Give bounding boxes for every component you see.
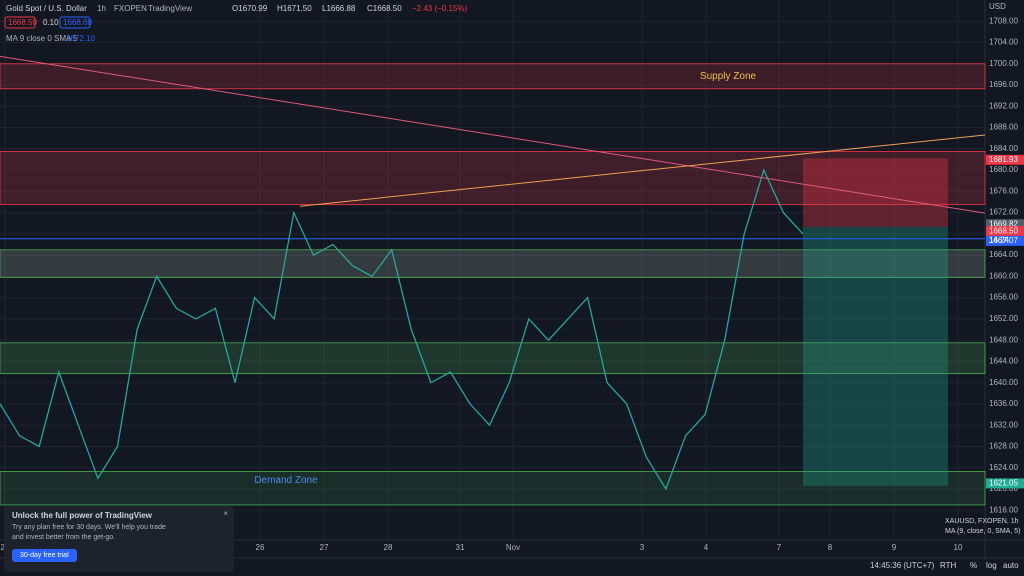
ohlc: −2.43 (−0.15%) [412,4,467,13]
price-label-bg [986,154,1024,165]
footer-item: auto [1003,561,1019,570]
zone [0,151,986,206]
quote-box [4,16,36,29]
ohlc: L1666.88 [322,4,356,13]
price-label-bg [986,235,1024,246]
y-tick-label: 1656.00 [989,293,1018,302]
y-tick-label: 1664.00 [989,250,1018,259]
y-tick-label: 1624.00 [989,463,1018,472]
price-label: 1681.93 [989,155,1018,164]
price-label: 1621.05 [989,479,1018,488]
footer-item: 14:45:36 (UTC+7) [870,561,935,570]
zone [0,249,986,278]
y-tick-label: 1616.00 [989,505,1018,514]
price-line [0,168,804,491]
quote-box [59,16,91,29]
quote: 1668.50 [8,18,37,27]
trendline [299,134,986,207]
x-tick-label: 7 [777,543,782,552]
zone [0,63,986,90]
price-label: 1668.50 [989,226,1018,235]
promo-body: Try any plan free for 30 days. We'll hel… [12,524,166,541]
y-tick-label: 1704.00 [989,38,1018,47]
promo-title: Unlock the full power of TradingView [12,511,152,520]
ohlc: O1670.99 [232,4,268,13]
y-tick-label: 1692.00 [989,101,1018,110]
y-tick-label: 1620.00 [989,484,1018,493]
interval: 1h [97,4,106,13]
x-tick-label: Nov [506,543,520,552]
y-tick-label: 1680.00 [989,165,1018,174]
y-tick-label: 1628.00 [989,442,1018,451]
symbol: Gold Spot / U.S. Dollar [6,4,87,13]
footer-item: % [970,561,977,570]
x-tick-label: 31 [456,543,465,552]
x-tick-label: 27 [320,543,329,552]
x-tick-label: 4 [704,543,709,552]
price-label-bg [986,226,1024,237]
x-tick-label: 10 [954,543,963,552]
zone [0,471,986,506]
y-tick-label: 1644.00 [989,357,1018,366]
quote: 1668.60 [63,18,92,27]
promo-button[interactable]: 30-day free trial [12,549,77,562]
target-area [803,226,948,486]
zone-label: Supply Zone [700,71,757,82]
y-tick-label: 1640.00 [989,378,1018,387]
x-tick-label: 26 [256,543,265,552]
y-tick-label: 1700.00 [989,59,1018,68]
y-tick-label: 1648.00 [989,335,1018,344]
y-tick-label: 1708.00 [989,16,1018,25]
stop-area [803,158,948,227]
legend-text: XAUUSD, FXOPEN, 1h [945,518,1019,525]
source: TradingView [148,4,192,13]
zone [0,342,986,375]
x-tick-label: 3 [640,543,645,552]
promo: Unlock the full power of TradingView Try… [4,506,234,572]
y-tick-label: 1696.00 [989,80,1018,89]
ohlc: C1668.50 [367,4,402,13]
currency: USD [989,2,1006,11]
trendline [0,55,986,214]
y-tick-label: 1676.00 [989,186,1018,195]
x-tick-label: 8 [828,543,833,552]
y-tick-label: 1672.00 [989,208,1018,217]
y-tick-label: 1688.00 [989,123,1018,132]
ohlc: H1671.50 [277,4,312,13]
indicator: MA 9 close 0 SMA 5 [6,34,78,43]
countdown: 14:24 [989,235,1010,244]
price-axis [985,0,1024,540]
x-tick-label: 28 [384,543,393,552]
y-tick-label: 1632.00 [989,420,1018,429]
zone-label: Demand Zone [254,475,318,486]
footer-item: log [986,561,997,570]
quote: 0.10 [43,18,59,27]
exchange: FXOPEN [114,4,147,13]
price-label-bg [986,478,1024,489]
indicator-value: 1672.10 [66,34,95,43]
y-tick-label: 1684.00 [989,144,1018,153]
price-label-bg [986,219,1024,230]
footer-item: RTH [940,561,957,570]
x-tick-label: 9 [892,543,897,552]
price-label: 1669.82 [989,219,1018,228]
legend-text: MA (9, close, 0, SMA, 5) [945,528,1020,535]
price-label: 1667.07 [989,236,1018,245]
y-tick-label: 1636.00 [989,399,1018,408]
y-tick-label: 1652.00 [989,314,1018,323]
close-button[interactable]: × [223,509,228,518]
y-tick-label: 1660.00 [989,271,1018,280]
